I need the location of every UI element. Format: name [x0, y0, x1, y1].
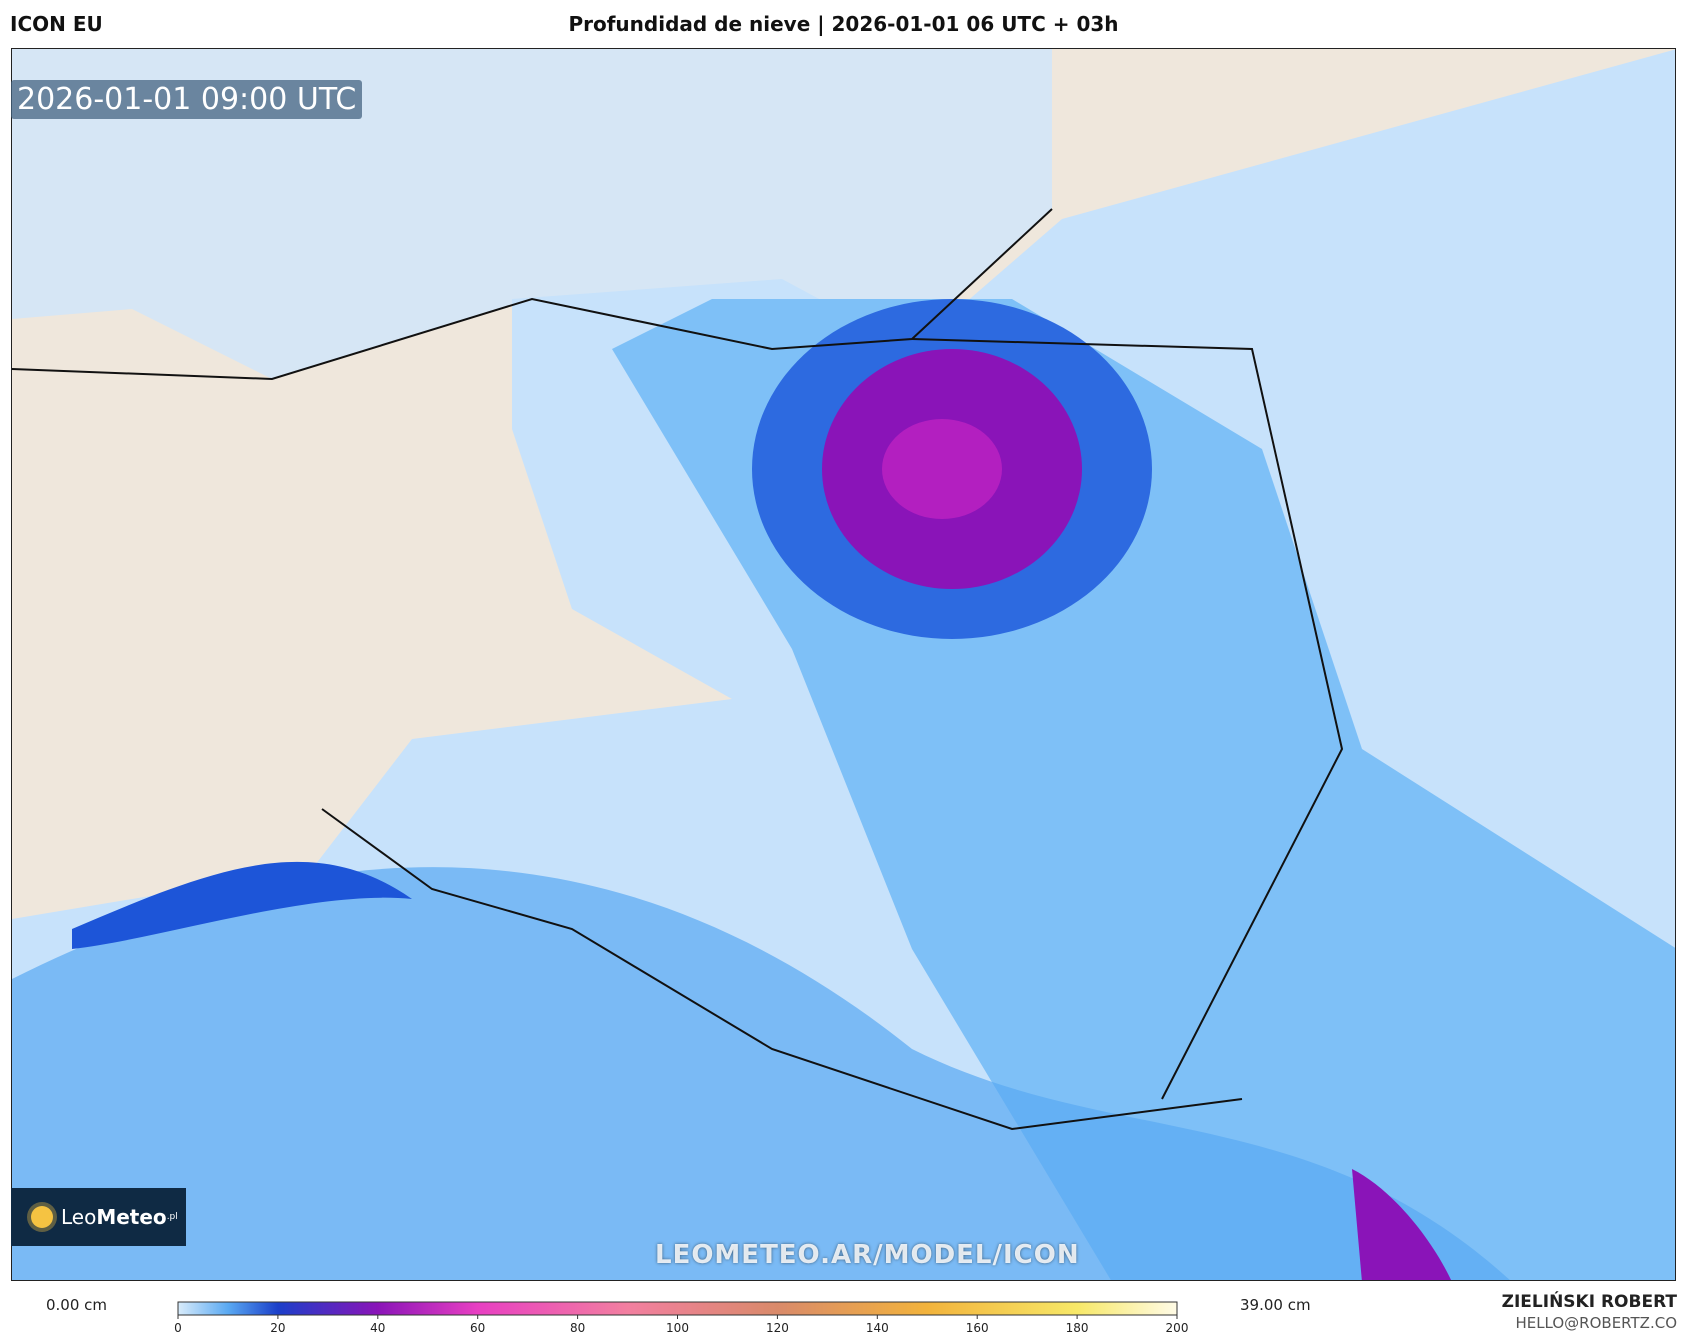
- logo-part2: Meteo: [96, 1205, 167, 1229]
- colorbar-gradient: [177, 1301, 1178, 1316]
- map-canvas: [12, 49, 1675, 1280]
- author: ZIELIŃSKI ROBERT: [1501, 1292, 1677, 1312]
- colorbar-tick-label: 180: [1066, 1321, 1089, 1335]
- min-label: 0.00 cm: [46, 1296, 108, 1314]
- colorbar-tick-label: 40: [370, 1321, 385, 1335]
- colorbar-tick-label: 120: [766, 1321, 789, 1335]
- map-title: Profundidad de nieve | 2026-01-01 06 UTC…: [568, 12, 1119, 36]
- colorbar-tick-label: 20: [270, 1321, 285, 1335]
- colorbar-tick-label: 200: [1166, 1321, 1189, 1335]
- logo-suffix: .pl: [166, 1212, 178, 1222]
- colorbar-tick-label: 140: [866, 1321, 889, 1335]
- timestamp: 2026-01-01 09:00 UTC: [11, 80, 363, 119]
- colorbar-tick-label: 60: [470, 1321, 485, 1335]
- colorbar-tick-label: 0: [174, 1321, 182, 1335]
- model-name: ICON EU: [10, 12, 103, 36]
- logo-part1: Leo: [61, 1205, 97, 1229]
- max-label: 39.00 cm: [1240, 1296, 1311, 1314]
- colorbar-tick-label: 80: [570, 1321, 585, 1335]
- colorbar: 0 20 40 60 80 100 120 140 160 180 200: [174, 1301, 1189, 1335]
- watermark: LEOMETEO.AR/MODEL/ICON: [655, 1240, 1080, 1270]
- colorbar-tick-label: 100: [666, 1321, 689, 1335]
- colorbar-tick-label: 160: [966, 1321, 989, 1335]
- map: [11, 48, 1676, 1281]
- contact: HELLO@ROBERTZ.CO: [1515, 1314, 1677, 1332]
- logo: Leo Meteo .pl: [11, 1188, 186, 1246]
- legend-area: 0.00 cm 39.00 cm 0 20 40 60 80 100 120 140 160 18…: [0, 1290, 1687, 1337]
